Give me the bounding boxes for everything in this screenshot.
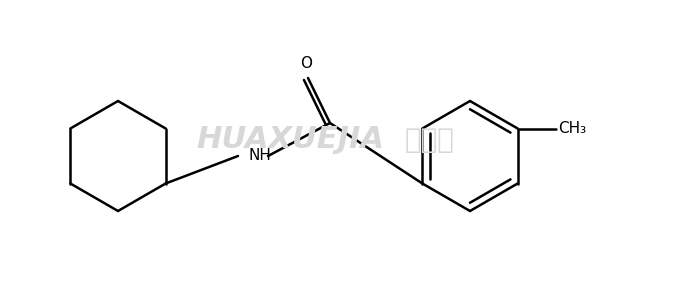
Text: O: O — [300, 56, 312, 71]
Text: CH₃: CH₃ — [558, 121, 585, 136]
Text: HUAXUEJIA: HUAXUEJIA — [196, 126, 384, 154]
Text: 化学加: 化学加 — [405, 126, 455, 154]
Text: NH: NH — [248, 149, 271, 164]
